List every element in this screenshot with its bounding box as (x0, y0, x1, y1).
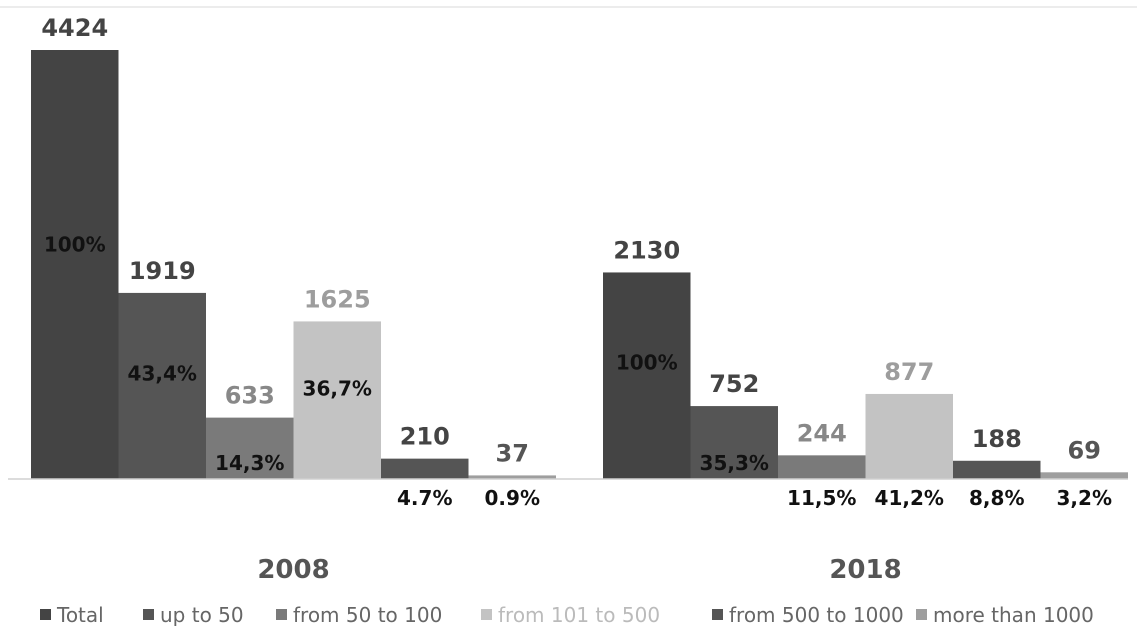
bar-2008-2 (118, 292, 206, 479)
legend-swatch (712, 609, 723, 620)
percent-label: 8,8% (969, 486, 1024, 510)
bar-2018-6 (1040, 472, 1128, 479)
percent-label: 14,3% (215, 451, 284, 475)
percent-label: 3,2% (1057, 486, 1112, 510)
percent-label: 100% (44, 233, 106, 257)
percent-label: 43,4% (128, 361, 197, 385)
labels-layer: 4424 100% 1919 43,4% 633 14,3% 1625 36,7% 210 4.7… (41, 14, 1112, 510)
category-label-2018: 2018 (829, 555, 901, 585)
legend-swatch (40, 609, 51, 620)
legend-label: more than 1000 (933, 603, 1094, 626)
value-label: 4424 (41, 14, 108, 42)
category-label-2008: 2008 (257, 555, 329, 585)
legend-swatch (143, 609, 154, 620)
bars-layer (31, 50, 1128, 479)
legend-label: Total (56, 603, 104, 626)
legend: Total up to 50 from 50 to 100 from 101 to 5… (40, 603, 1094, 626)
percent-label: 36,7% (303, 376, 372, 400)
bar-2008-6 (468, 475, 556, 479)
value-label: 2130 (613, 236, 680, 264)
value-label: 752 (709, 370, 759, 398)
legend-label: from 101 to 500 (498, 603, 660, 626)
bar-2018-4 (865, 393, 953, 479)
bar-2008-3 (206, 417, 294, 479)
bar-2018-1 (603, 272, 691, 479)
value-label: 633 (225, 382, 275, 410)
percent-label: 4.7% (397, 486, 452, 510)
value-label: 1625 (304, 285, 371, 313)
percent-label: 35,3% (700, 451, 769, 475)
x-axis-category-labels: 2008 2018 (257, 555, 901, 585)
bar-2018-2 (690, 406, 778, 479)
value-label: 37 (496, 439, 529, 467)
bar-2008-1 (31, 50, 119, 479)
value-label: 188 (972, 425, 1022, 453)
bar-2008-4 (293, 321, 381, 479)
value-label: 210 (400, 423, 450, 451)
bar-2008-5 (381, 458, 469, 479)
bar-2018-3 (778, 455, 866, 479)
value-label: 69 (1068, 436, 1101, 464)
legend-label: from 500 to 1000 (729, 603, 904, 626)
percent-label: 0.9% (485, 486, 540, 510)
bar-2018-5 (953, 460, 1041, 479)
legend-label: from 50 to 100 (293, 603, 442, 626)
percent-label: 11,5% (787, 486, 856, 510)
legend-swatch (481, 609, 492, 620)
legend-swatch (276, 609, 287, 620)
value-label: 244 (797, 419, 847, 447)
legend-swatch (916, 609, 927, 620)
percent-label: 41,2% (875, 486, 944, 510)
percent-label: 100% (616, 351, 678, 375)
value-label: 1919 (129, 257, 196, 285)
value-label: 877 (884, 358, 934, 386)
legend-label: up to 50 (160, 603, 244, 626)
